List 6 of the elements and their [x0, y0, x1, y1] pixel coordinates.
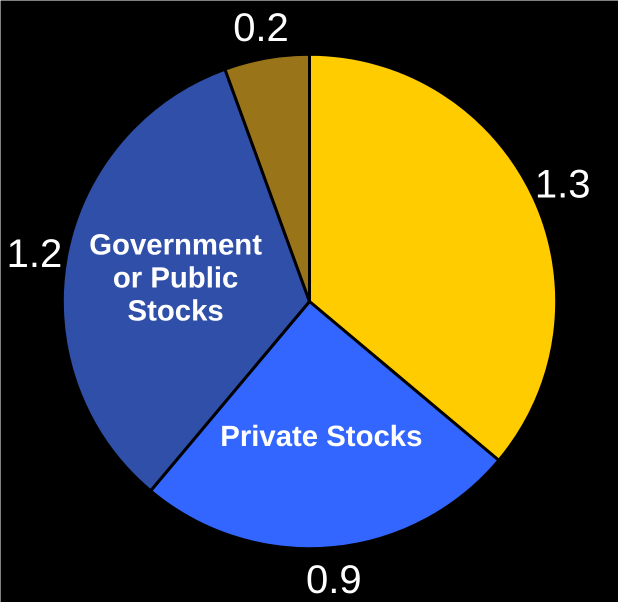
data-label: 0.9: [306, 558, 362, 602]
slice-label: Government or Public Stocks: [89, 228, 262, 328]
data-label: 1.3: [534, 162, 590, 207]
data-label: 1.2: [6, 232, 62, 276]
data-label: 0.2: [233, 6, 289, 50]
slice-label: Private Stocks: [220, 420, 422, 454]
